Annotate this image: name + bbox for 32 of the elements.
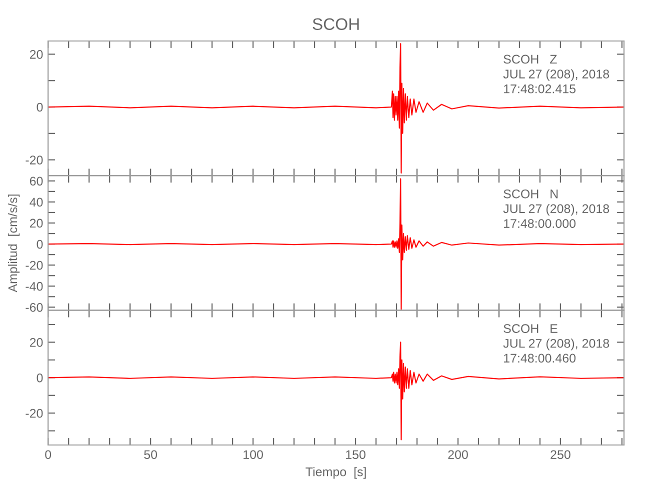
x-tick-label: 200 (448, 450, 468, 460)
annotation: JUL 27 (208), 2018 (503, 338, 610, 350)
x-tick-label: 100 (244, 450, 263, 460)
annotation: 17:48:02.415 (504, 84, 576, 94)
annotation: SCOH Z (504, 54, 557, 64)
annotation: 17:48:00.460 (504, 354, 576, 363)
x-axis-title: Tiempo [s] (306, 467, 366, 479)
chart-title: SCOH (312, 18, 359, 30)
y-tick-label: 0 (36, 373, 43, 382)
y-tick-label: 20 (30, 218, 43, 228)
annotation: JUL 27 (208), 2018 (503, 204, 610, 216)
annotation: 17:48:00.000 (504, 219, 576, 228)
y-tick-label: -20 (26, 156, 43, 164)
x-tick-label: 0 (45, 450, 52, 460)
y-tick-label: -20 (26, 408, 43, 418)
y-tick-label: -40 (26, 282, 43, 291)
x-tick-label: 50 (144, 450, 158, 460)
y-tick-label: 20 (30, 50, 43, 59)
y-tick-label: 20 (30, 338, 43, 347)
y-tick-label: 40 (30, 198, 43, 207)
y-tick-label: 0 (36, 102, 43, 112)
y-axis-title: Amplitud [cm/s/s] (8, 194, 20, 292)
y-tick-label: -60 (26, 302, 43, 312)
annotation: SCOH E (504, 324, 558, 333)
y-tick-label: -20 (26, 260, 43, 270)
annotation: JUL 27 (208), 2018 (503, 69, 610, 81)
annotation: SCOH N (504, 189, 558, 198)
y-tick-label: 60 (30, 176, 43, 186)
y-tick-label: 0 (36, 240, 43, 249)
x-tick-label: 250 (550, 450, 570, 460)
x-tick-label: 150 (346, 450, 366, 460)
line-series (48, 43, 624, 174)
